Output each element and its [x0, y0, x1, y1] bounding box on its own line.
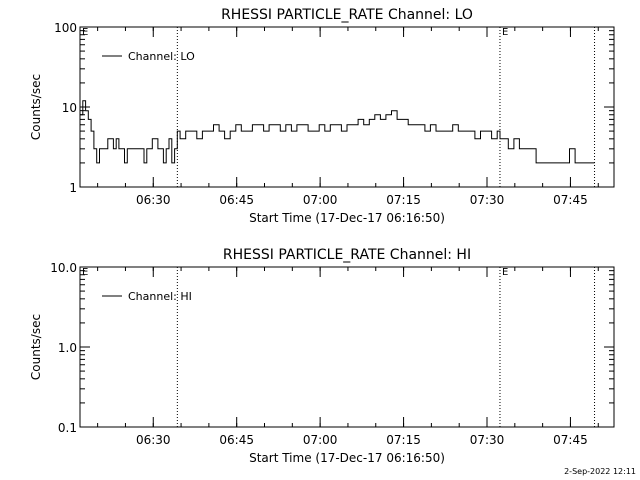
chart2-event-marker-label: E	[502, 267, 508, 278]
chart2-x-tick-label: 06:30	[136, 433, 171, 447]
chart2-legend-label: Channel: HI	[128, 290, 192, 303]
chart2-x-tick-label: 07:00	[303, 433, 338, 447]
chart1-x-tick-label: 07:00	[303, 193, 338, 207]
chart1-x-tick-label: 06:30	[136, 193, 171, 207]
chart1-y-axis-label: Counts/sec	[29, 74, 43, 140]
chart1-x-tick-label: 07:45	[553, 193, 588, 207]
chart2-x-tick-label: 06:45	[219, 433, 254, 447]
chart2-x-tick-label: 07:15	[386, 433, 421, 447]
chart1-legend-label: Channel: LO	[128, 50, 195, 63]
chart1-title: RHESSI PARTICLE_RATE Channel: LO	[221, 7, 473, 23]
chart1-series-line	[80, 100, 595, 164]
chart2-x-tick-label: 07:30	[470, 433, 505, 447]
chart1-x-tick-label: 06:45	[219, 193, 254, 207]
chart2-edge-marker-label: E	[82, 267, 88, 278]
chart2-y-tick-label: 10.0	[50, 261, 77, 275]
chart1-y-tick-label: 100	[54, 21, 77, 35]
footer-date: 2-Sep-2022 12:11	[564, 467, 636, 476]
chart2-x-tick-label: 07:45	[553, 433, 588, 447]
chart1-y-tick-label: 1	[69, 181, 77, 195]
chart1-edge-marker-label: E	[82, 27, 88, 38]
chart2-y-tick-label: 0.1	[58, 421, 77, 435]
chart1-event-marker-label: E	[502, 27, 508, 38]
chart1-x-axis-label: Start Time (17-Dec-17 06:16:50)	[249, 211, 445, 225]
chart2-y-axis-label: Counts/sec	[29, 314, 43, 380]
chart2-x-axis-label: Start Time (17-Dec-17 06:16:50)	[249, 451, 445, 465]
chart2-title: RHESSI PARTICLE_RATE Channel: HI	[223, 247, 471, 263]
chart1-x-tick-label: 07:15	[386, 193, 421, 207]
chart2-y-tick-label: 1.0	[58, 341, 77, 355]
chart1-y-tick-label: 10	[62, 101, 77, 115]
chart1-x-tick-label: 07:30	[470, 193, 505, 207]
